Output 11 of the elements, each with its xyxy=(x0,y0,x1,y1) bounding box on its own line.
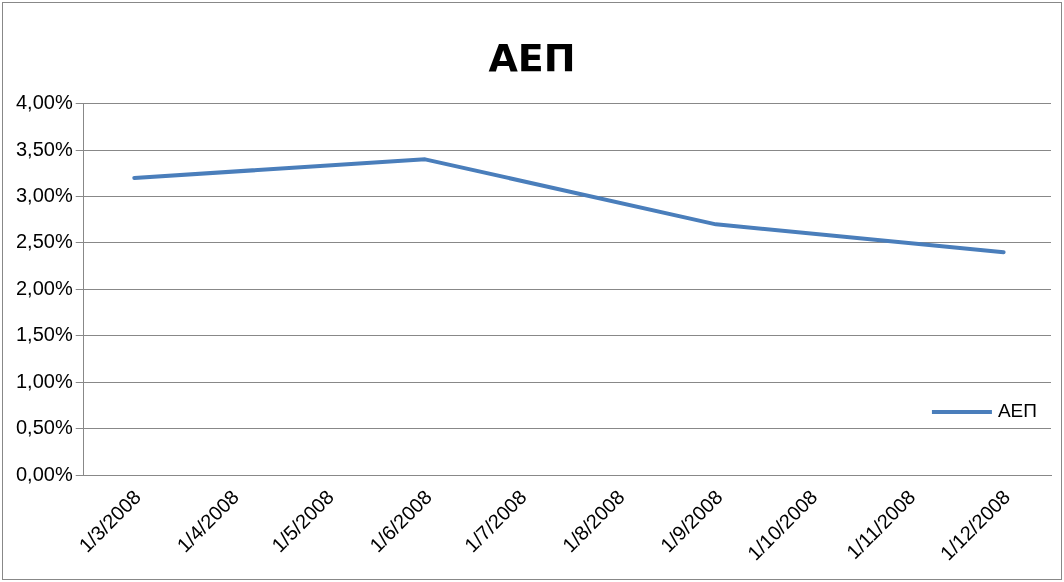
y-tick-label: 2,50% xyxy=(15,230,73,253)
legend-label: ΑΕΠ xyxy=(997,400,1038,422)
y-tick-label: 2,00% xyxy=(15,276,73,299)
y-tick-label: 1,50% xyxy=(15,323,73,346)
y-tick-label: 3,00% xyxy=(15,183,73,206)
y-tick-label: 1,00% xyxy=(15,369,73,392)
y-tick-label: 0,00% xyxy=(15,462,73,485)
y-tick-label: 3,50% xyxy=(15,137,73,160)
y-tick-label: 4,00% xyxy=(15,91,73,114)
chart-title: ΑΕΠ xyxy=(488,35,576,80)
y-tick-label: 0,50% xyxy=(15,416,73,439)
